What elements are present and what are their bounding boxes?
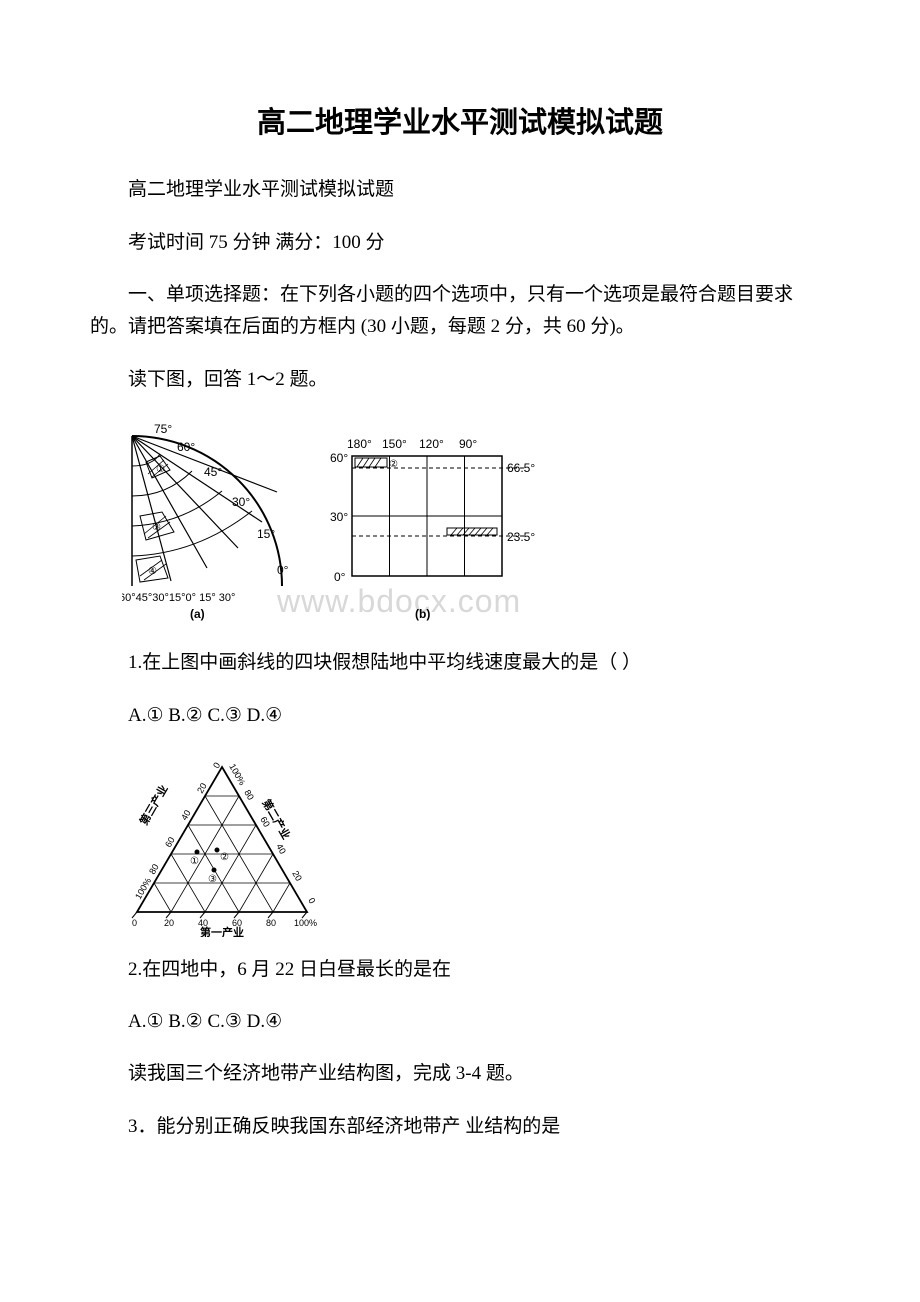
svg-text:150°: 150° xyxy=(382,437,407,451)
triangle-svg: ① ② ③ 0 20 40 60 80 100% 100% 80 60 40 2… xyxy=(122,752,322,937)
svg-text:100%: 100% xyxy=(227,762,247,787)
svg-text:23.5°: 23.5° xyxy=(507,530,535,544)
q2-text: 2.在四地中，6 月 22 日白昼最长的是在 xyxy=(90,954,830,986)
region-hatch-right xyxy=(447,528,497,535)
svg-text:0°: 0° xyxy=(334,570,346,584)
q2-options: A.① B.② C.③ D.④ xyxy=(90,1006,830,1038)
svg-text:0: 0 xyxy=(306,896,317,905)
subtitle: 高二地理学业水平测试模拟试题 xyxy=(90,174,830,206)
caption-b: (b) xyxy=(415,607,430,621)
region-4: ④ xyxy=(136,556,168,582)
diagram-a: ① ③ ④ 75° 60° 45° 30° 15° 0° 60°45°30°1 xyxy=(122,422,289,621)
lat-30: 30° xyxy=(232,495,250,509)
lat-45: 45° xyxy=(204,465,222,479)
svg-text:①: ① xyxy=(190,856,199,867)
axis-bottom-label: 第一产业 xyxy=(200,925,244,937)
svg-text:②: ② xyxy=(389,459,398,470)
lat-75: 75° xyxy=(154,422,172,436)
svg-text:180°: 180° xyxy=(347,437,372,451)
triangle-diagram-wrap: ① ② ③ 0 20 40 60 80 100% 100% 80 60 40 2… xyxy=(122,752,830,946)
svg-text:0: 0 xyxy=(132,918,137,928)
diagram-b: ② 180° 150° 120° 90° 60° 30° 0° xyxy=(330,437,535,621)
globe-and-grid-svg: ① ③ ④ 75° 60° 45° 30° 15° 0° 60°45°30°1 xyxy=(122,416,552,631)
svg-text:40: 40 xyxy=(274,842,288,856)
q1-text: 1.在上图中画斜线的四块假想陆地中平均线速度最大的是（ ） xyxy=(90,647,830,679)
figure-12-diagrams: www.bdocx.com ① xyxy=(122,416,830,640)
q1-options: A.① B.② C.③ D.④ xyxy=(90,700,830,732)
read-figure-12: 读下图，回答 1～2 题。 xyxy=(90,364,830,396)
svg-text:90°: 90° xyxy=(459,437,477,451)
svg-text:30°: 30° xyxy=(330,510,348,524)
lat-60: 60° xyxy=(177,440,195,454)
svg-text:80: 80 xyxy=(242,788,256,802)
svg-text:第三产业: 第三产业 xyxy=(136,782,170,827)
svg-text:①: ① xyxy=(156,464,165,475)
lat-0: 0° xyxy=(277,563,289,577)
svg-text:③: ③ xyxy=(152,522,161,533)
svg-text:120°: 120° xyxy=(419,437,444,451)
svg-text:60°45°30°15°0° 15° 30°: 60°45°30°15°0° 15° 30° xyxy=(122,592,235,604)
axis-left-label: 第三产业 xyxy=(136,782,170,827)
svg-text:66.5°: 66.5° xyxy=(507,461,535,475)
region-3: ③ xyxy=(140,512,174,540)
exam-info: 考试时间 75 分钟 满分：100 分 xyxy=(90,227,830,259)
lat-15: 15° xyxy=(257,527,275,541)
svg-text:100%: 100% xyxy=(294,918,317,928)
svg-text:60°: 60° xyxy=(330,451,348,465)
page-title: 高二地理学业水平测试模拟试题 xyxy=(90,100,830,146)
svg-text:80: 80 xyxy=(266,918,276,928)
svg-text:20: 20 xyxy=(164,918,174,928)
read-figure-34: 读我国三个经济地带产业结构图，完成 3-4 题。 xyxy=(90,1058,830,1090)
section1-instruction: 一、单项选择题：在下列各小题的四个选项中，只有一个选项是最符合题目要求的。请把答… xyxy=(90,279,830,344)
svg-text:②: ② xyxy=(220,852,229,863)
caption-a: (a) xyxy=(190,607,205,621)
q3-text: 3．能分别正确反映我国东部经济地带产 业结构的是 xyxy=(90,1111,830,1143)
svg-text:③: ③ xyxy=(208,874,217,885)
svg-text:④: ④ xyxy=(148,566,157,577)
svg-text:20: 20 xyxy=(290,869,304,883)
